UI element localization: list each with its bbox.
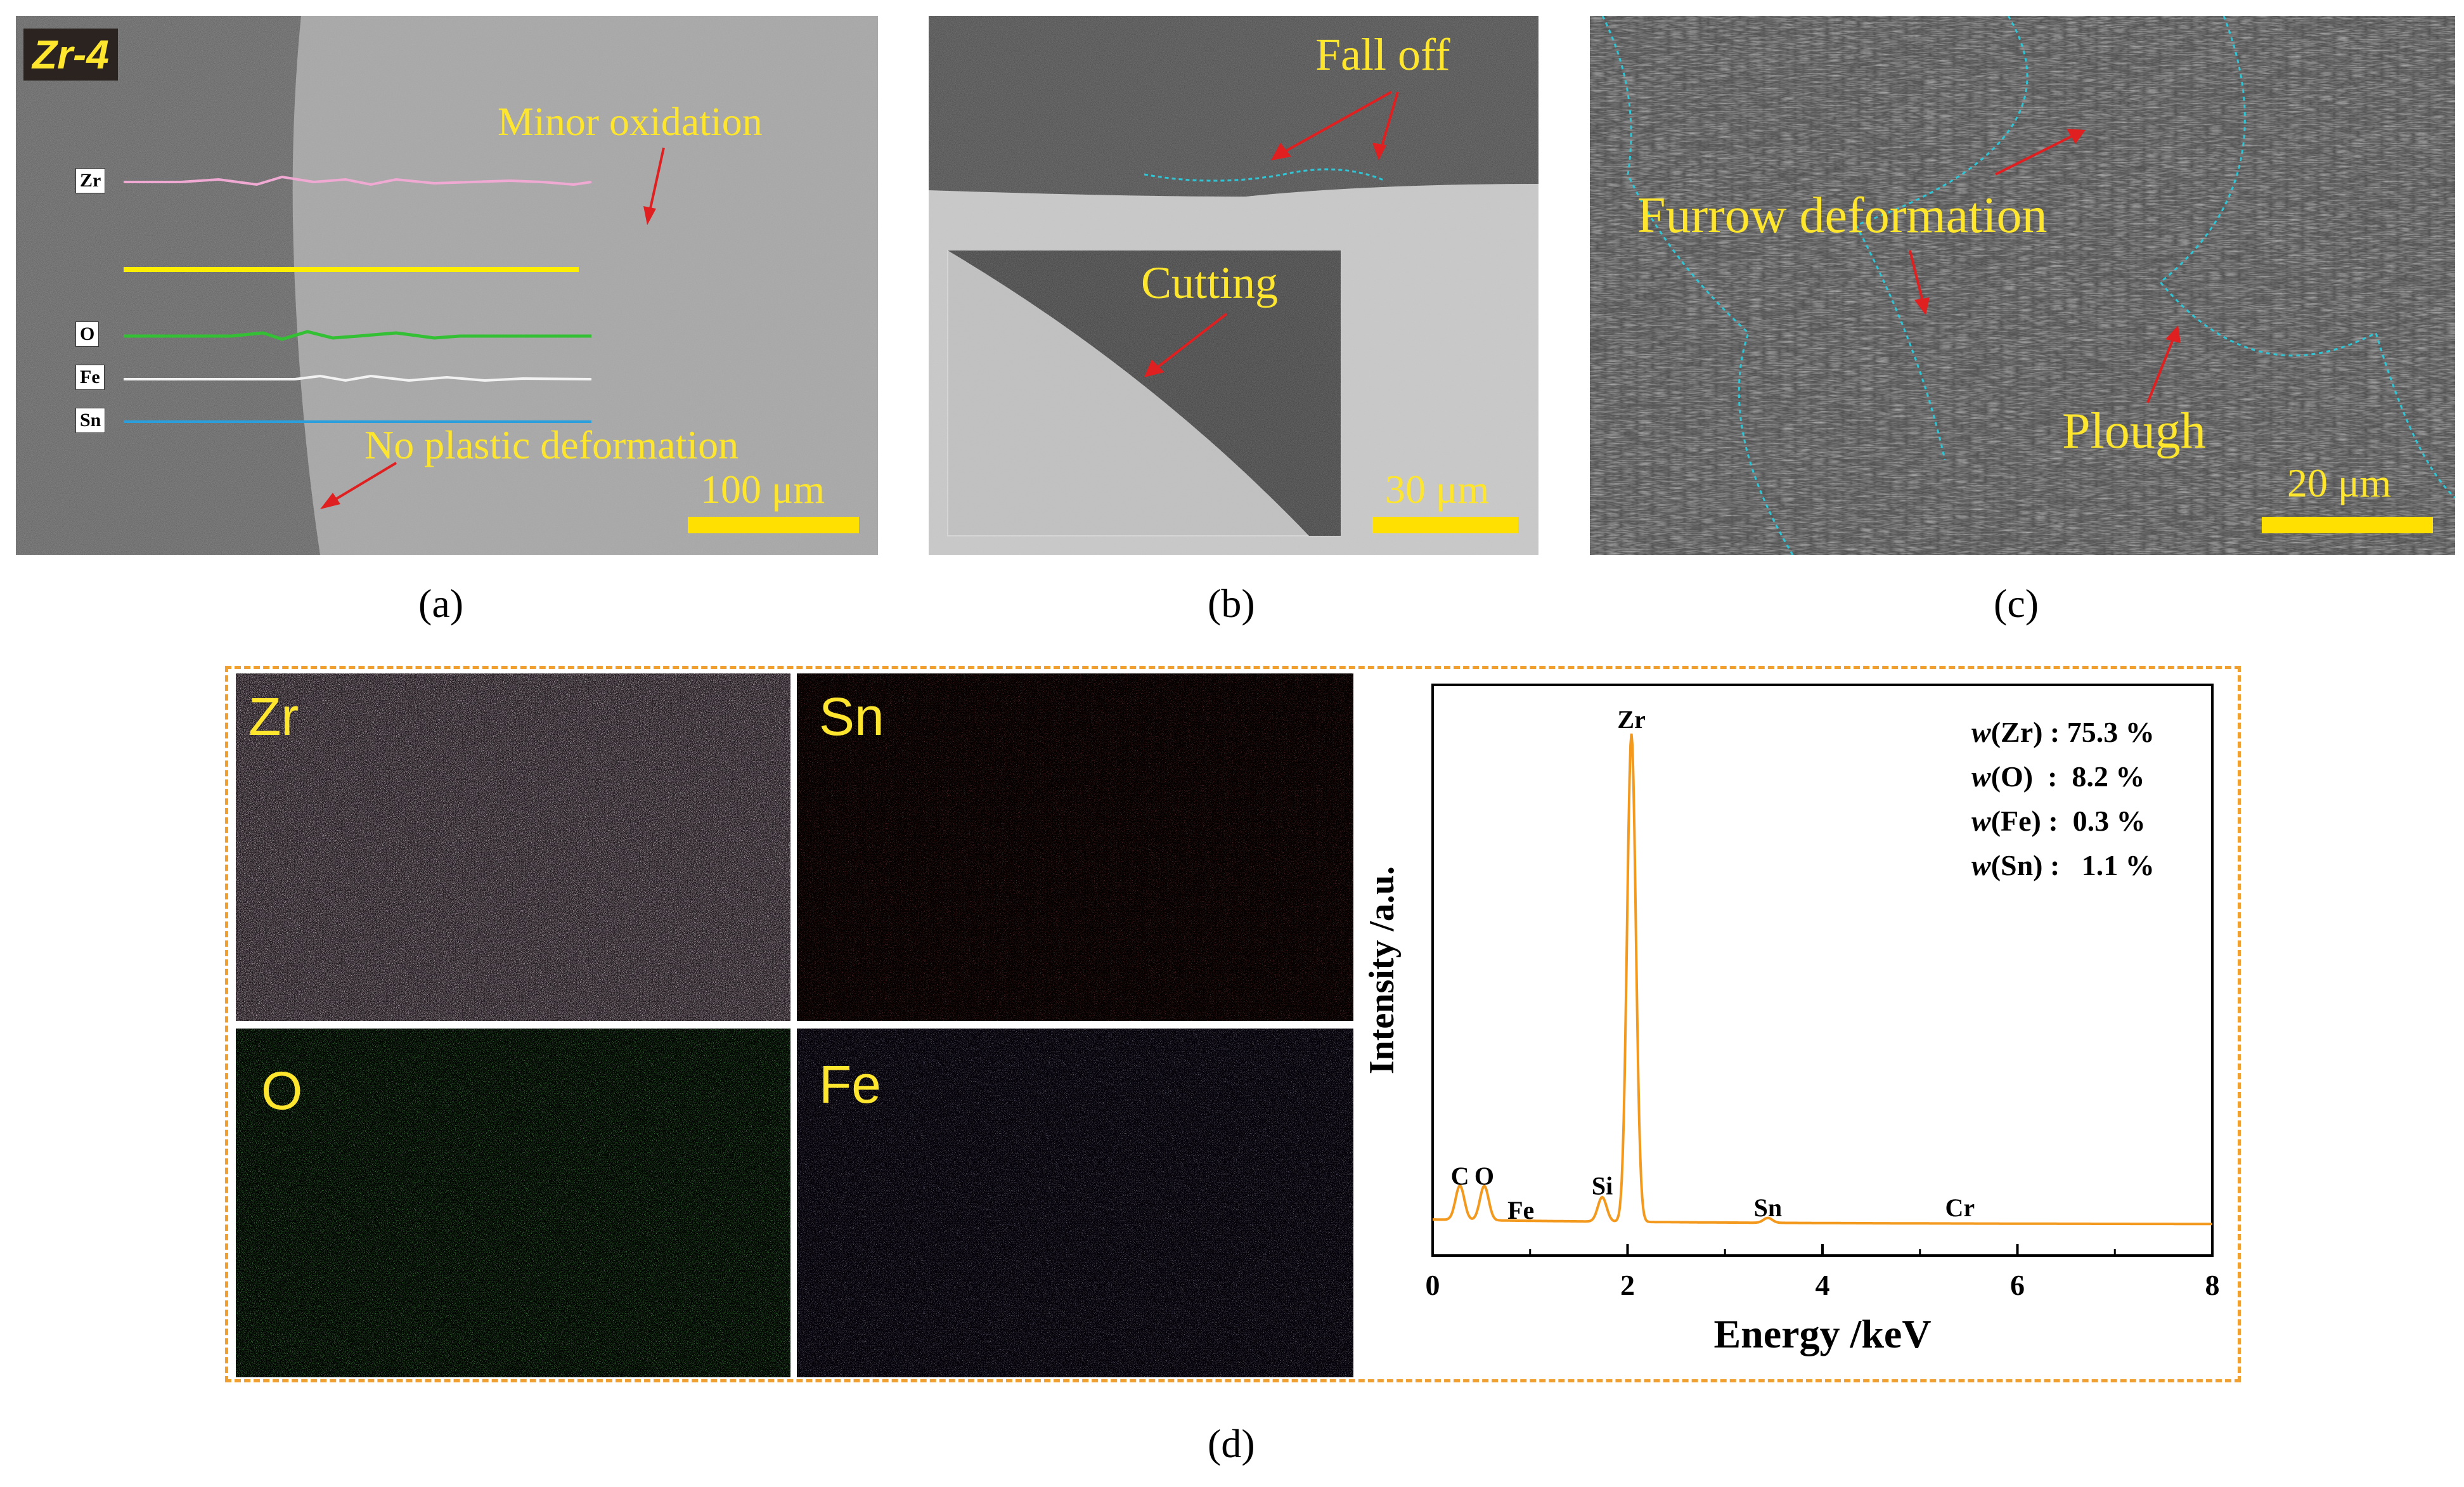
peak-label-sn: Sn [1754,1193,1783,1222]
eds-map-sn-texture [797,673,1353,1021]
line-label-sn: Sn [75,408,106,433]
sem-panel-b: Fall off Cutting 30 μm [929,16,1538,555]
composition-o-symbol: w [1971,760,1991,793]
annotation-cutting: Cutting [1141,257,1279,308]
line-label-fe: Fe [75,365,105,390]
x-tick-label-1: 2 [1620,1269,1635,1301]
x-tick-label-0: 0 [1426,1269,1440,1301]
composition-fe: w(Fe) : 0.3 % [1971,799,2155,843]
composition-fe-symbol: w [1971,805,1991,837]
scale-label-b: 30 μm [1385,467,1490,512]
map-label-zr: Zr [248,687,299,746]
caption-a: (a) [418,581,464,626]
composition-zr-value: (Zr) : 75.3 % [1990,716,2155,748]
peak-label-c: C [1451,1162,1469,1190]
x-axis-label: Energy /keV [1713,1311,1931,1356]
scale-label-c: 20 μm [2287,460,2392,505]
annotation-no-plastic-deformation: No plastic deformation [364,422,739,467]
arrow-furrow-2 [1909,250,1924,302]
composition-sn-value: (Sn) : 1.1 % [1990,849,2155,881]
scale-label-a: 100 μm [700,467,825,512]
y-axis-label: Intensity /a.u. [1362,866,1402,1074]
plot-frame [1431,684,2214,1257]
sem-image-a [16,16,878,555]
annotation-minor-oxidation: Minor oxidation [498,99,763,144]
eds-map-zr: Zr [236,673,790,1021]
line-label-o: O [75,321,100,347]
x-tick-label-2: 4 [1816,1269,1830,1301]
scale-bar-b [1372,517,1518,533]
annotation-plough: Plough [2062,403,2206,459]
fe-line-scan [124,374,592,382]
composition-o: w(O) : 8.2 % [1971,755,2155,799]
eds-spectrum-chart: 0 2 4 6 8 C O Fe Si Zr Sn Cr Energy /keV Intensity /a… [1362,684,2220,1356]
panel-d-frame [225,666,2241,1382]
x-tick-label-3: 6 [2010,1269,2025,1301]
arrow-furrow-1 [1995,135,2072,176]
annotation-furrow-deformation: Furrow deformation [1637,188,2048,244]
arrow-fall-off-2 [1381,91,1399,146]
arrow-no-plastic [332,462,397,502]
caption-c: (c) [1994,581,2039,626]
composition-sn-symbol: w [1971,849,1991,881]
map-label-sn: Sn [819,687,884,746]
eds-map-fe: Fe [797,1029,1353,1377]
peak-label-fe: Fe [1507,1196,1534,1224]
line-label-zr: Zr [75,168,106,193]
eds-map-o: O [236,1029,790,1377]
o-line-scan [124,330,591,341]
eds-map-o-texture [236,1029,790,1377]
sem-panel-a: Zr-4 Zr O Fe Sn Minor oxidation No plast… [16,16,878,555]
caption-d: (d) [1208,1421,1255,1466]
scale-bar-c [2262,517,2433,533]
arrow-cutting [1156,313,1228,369]
map-label-o: O [261,1061,303,1120]
peak-label-o: O [1474,1162,1494,1190]
arrow-fall-off-1 [1283,91,1392,153]
peak-label-cr: Cr [1945,1193,1975,1222]
zr-line-scan [124,175,592,186]
arrow-plough [2146,339,2174,403]
composition-o-value: (O) : 8.2 % [1990,760,2145,793]
sem-image-b [929,16,1538,555]
eds-map-sn: Sn [797,673,1353,1021]
eds-map-fe-texture [797,1029,1353,1377]
peak-label-si: Si [1592,1172,1613,1200]
peak-label-zr: Zr [1617,705,1645,734]
composition-fe-value: (Fe) : 0.3 % [1990,805,2146,837]
composition-list: w(Zr) : 75.3 % w(O) : 8.2 % w(Fe) : 0.3 … [1971,710,2155,888]
caption-b: (b) [1208,581,1255,626]
specimen-tag: Zr-4 [23,29,118,81]
annotation-fall-off: Fall off [1315,29,1450,80]
arrow-oxidation [648,147,665,212]
line-scan-overlay [124,147,665,509]
composition-zr: w(Zr) : 75.3 % [1971,710,2155,755]
composition-sn: w(Sn) : 1.1 % [1971,843,2155,888]
sem-image-c [1590,16,2455,555]
spectrum-line [1433,733,2212,1226]
sem-panel-c: Furrow deformation Plough 20 μm [1590,16,2455,555]
x-tick-label-4: 8 [2205,1269,2220,1301]
composition-zr-symbol: w [1971,716,1991,748]
map-label-fe: Fe [819,1055,882,1114]
scale-bar-a [688,517,859,533]
eds-map-zr-texture [236,673,790,1021]
